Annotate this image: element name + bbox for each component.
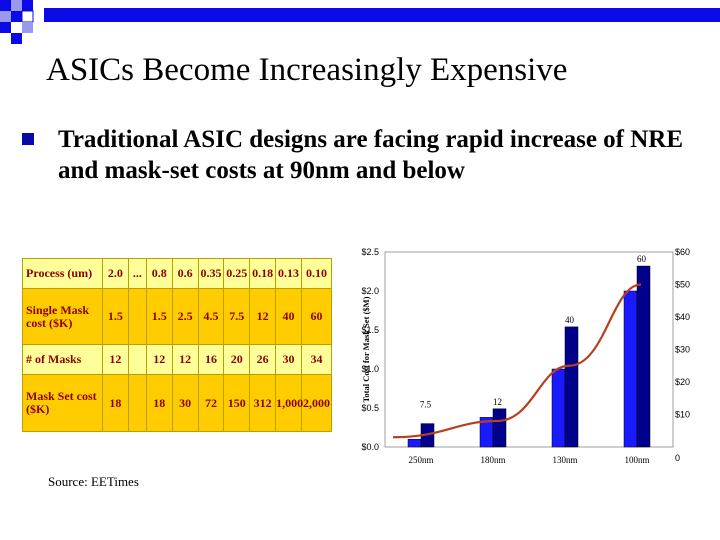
bar-light (407, 438, 422, 448)
table-cell: 12 (249, 287, 277, 346)
y-tick-label: $1.0 (361, 364, 379, 374)
y-tick-label: $2.5 (361, 247, 379, 257)
table-cell: 0.13 (275, 258, 302, 289)
table-cell: 20 (223, 344, 251, 376)
y-tick-label: $2.0 (361, 286, 379, 296)
table-cell: 0.8 (145, 258, 173, 289)
table-row: Mask Set cost ($K) 18 18 30 72 150 312 1,000 2,0… (22, 374, 332, 432)
table-cell: 2,000 (301, 374, 332, 432)
table-cell: 1,000 (275, 374, 303, 432)
data-label: 60 (637, 254, 647, 264)
y2-tick-label: $10 (675, 410, 690, 420)
table-cell: 60 (301, 287, 332, 346)
bar-dark (564, 326, 579, 448)
source-note: Source: EETimes (48, 474, 139, 489)
y-tick-label: $1.5 (361, 325, 379, 335)
table-cell: 40 (275, 287, 302, 346)
table-cell: 0.6 (171, 258, 199, 289)
y2-tick-label: $40 (675, 312, 690, 322)
table-cell: 150 (223, 374, 251, 432)
table-cell: 0.10 (301, 258, 332, 289)
bar-light (623, 290, 638, 448)
table-cell: 18 (145, 374, 173, 432)
table-cell: 0.25 (223, 258, 251, 289)
table-cell: 2.5 (171, 287, 199, 346)
table-row: # of Masks 12 12 12 16 20 26 30 34 (22, 344, 332, 376)
table-cell (127, 287, 147, 346)
corner-decoration (0, 0, 34, 44)
y-axis-title: Total Cost for Mask Set ($M) (361, 296, 371, 402)
table-row: Single Mask cost ($K) 1.5 1.5 2.5 4.5 7.5 12 40… (22, 287, 332, 346)
table-cell: 26 (249, 344, 277, 376)
bar-dark (636, 265, 651, 448)
slide-title: ASICs Become Increasingly Expensive (46, 52, 568, 88)
x-tick-label: 130nm (552, 455, 577, 465)
y2-tick-label: $20 (675, 377, 690, 387)
table-cell: 0.18 (249, 258, 277, 289)
bullet-text: Traditional ASIC designs are facing rapi… (58, 126, 684, 184)
table-cell: 12 (145, 344, 173, 376)
table-row: Process (um) 2.0... 0.8 0.6 0.35 0.25 0.18 0.13… (22, 258, 332, 289)
data-label: 7.5 (420, 400, 432, 410)
y2-tick-label: $60 (675, 247, 690, 257)
data-label: 40 (565, 315, 575, 325)
data-label: 12 (493, 397, 502, 407)
mask-cost-chart: $0.0 $0.5 $1.0 $1.5 $2.0 $2.5 0 $10 $20 $30 $40 $50… (361, 247, 690, 465)
y2-tick-label: $50 (675, 280, 690, 290)
table-cell: 12 (171, 344, 199, 376)
table-row-header: # of Masks (22, 344, 103, 376)
mask-cost-table: Process (um) 2.0... 0.8 0.6 0.35 0.25 0.18 0.13… (22, 258, 332, 432)
table-cell: ... (127, 258, 147, 289)
y2-tick-label: 0 (675, 453, 680, 463)
y-tick-label: $0.0 (361, 442, 379, 452)
x-tick-label: 250nm (408, 455, 433, 465)
table-cell: 30 (275, 344, 302, 376)
table-row-header: Process (um) (22, 258, 103, 289)
table-cell: 0.35 (197, 258, 225, 289)
table-cell: 16 (197, 344, 225, 376)
bar-light (551, 368, 566, 448)
square-bullet-icon (22, 133, 34, 145)
x-tick-label: 180nm (480, 455, 505, 465)
table-cell: 12 (102, 344, 129, 376)
table-cell: 18 (102, 374, 129, 432)
table-cell: 30 (171, 374, 199, 432)
table-cell: 4.5 (197, 287, 225, 346)
y-tick-label: $0.5 (361, 403, 379, 413)
table-cell: 312 (249, 374, 277, 432)
table-cell: 1.5 (102, 287, 129, 346)
table-cell: 2.0 (102, 258, 129, 289)
x-tick-label: 100nm (624, 455, 649, 465)
y2-tick-label: $30 (675, 345, 690, 355)
table-cell: 72 (197, 374, 225, 432)
table-row-header: Single Mask cost ($K) (22, 287, 103, 346)
table-cell (127, 344, 147, 376)
table-row-header: Mask Set cost ($K) (22, 374, 103, 432)
table-cell: 7.5 (223, 287, 251, 346)
bar-dark (492, 408, 507, 448)
table-cell (127, 374, 147, 432)
top-accent-bar (44, 8, 720, 22)
table-cell: 1.5 (145, 287, 173, 346)
cost-per-mask-line (392, 283, 642, 439)
